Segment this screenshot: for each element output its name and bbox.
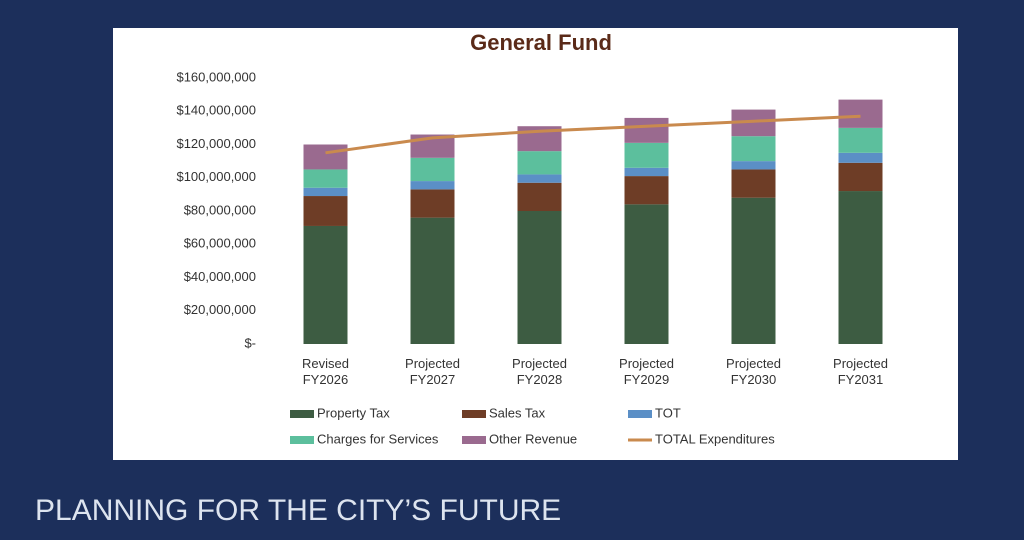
bar-segment bbox=[303, 225, 348, 344]
bar-segment bbox=[624, 117, 669, 143]
x-tick-label: Projected FY2031 bbox=[833, 356, 888, 387]
bar-segment bbox=[410, 157, 455, 182]
bar-segment bbox=[303, 144, 348, 170]
legend-label: Other Revenue bbox=[489, 431, 577, 446]
bar-segment bbox=[838, 127, 883, 153]
bar-segment bbox=[624, 204, 669, 344]
x-tick-label: Projected FY2029 bbox=[619, 356, 674, 387]
y-tick-label: $40,000,000 bbox=[184, 269, 256, 284]
bar-segment bbox=[624, 176, 669, 205]
bar-segment bbox=[303, 169, 348, 188]
legend-label: Charges for Services bbox=[317, 431, 439, 446]
bar-segment bbox=[303, 196, 348, 226]
y-tick-label: $20,000,000 bbox=[184, 302, 256, 317]
legend-swatch bbox=[290, 410, 314, 418]
legend-label: TOTAL Expenditures bbox=[655, 431, 775, 446]
y-tick-label: $100,000,000 bbox=[176, 169, 256, 184]
bar-segment bbox=[838, 99, 883, 128]
bar-segment bbox=[303, 187, 348, 197]
y-tick-label: $120,000,000 bbox=[176, 136, 256, 151]
legend-label: TOT bbox=[655, 405, 681, 420]
legend-swatch bbox=[462, 410, 486, 418]
line bbox=[325, 114, 861, 155]
bar-segment bbox=[731, 197, 776, 344]
bar-segment bbox=[624, 142, 669, 168]
bar-segment bbox=[731, 161, 776, 170]
bar-segment bbox=[517, 211, 562, 344]
x-tick-label: Revised FY2026 bbox=[302, 356, 349, 387]
bar-segment bbox=[624, 167, 669, 177]
x-tick-label: Projected FY2030 bbox=[726, 356, 781, 387]
bar-segment bbox=[517, 151, 562, 175]
y-tick-label: $140,000,000 bbox=[176, 103, 256, 118]
y-tick-label: $80,000,000 bbox=[184, 202, 256, 217]
bar-segment bbox=[731, 169, 776, 198]
legend-label: Property Tax bbox=[317, 405, 390, 420]
slide-footer: PLANNING FOR THE CITY’S FUTURE bbox=[35, 494, 561, 527]
legend-swatch bbox=[290, 436, 314, 444]
legend-swatch bbox=[628, 410, 652, 418]
y-tick-label: $- bbox=[244, 335, 256, 350]
y-tick-label: $60,000,000 bbox=[184, 236, 256, 251]
bar-segment bbox=[731, 136, 776, 162]
chart-title: General Fund bbox=[470, 30, 612, 55]
bar-segment bbox=[838, 191, 883, 344]
legend-swatch bbox=[462, 436, 486, 444]
legend-label: Sales Tax bbox=[489, 405, 546, 420]
bar-segment bbox=[838, 152, 883, 163]
x-tick-label: Projected FY2027 bbox=[405, 356, 460, 387]
y-tick-label: $160,000,000 bbox=[176, 69, 256, 84]
bar-segment bbox=[838, 162, 883, 192]
bar-segment bbox=[410, 217, 455, 344]
x-tick-label: Projected FY2028 bbox=[512, 356, 567, 387]
bar-segment bbox=[410, 181, 455, 190]
bar-segment bbox=[410, 189, 455, 218]
bar-segment bbox=[517, 174, 562, 183]
bar-segment bbox=[517, 182, 562, 211]
